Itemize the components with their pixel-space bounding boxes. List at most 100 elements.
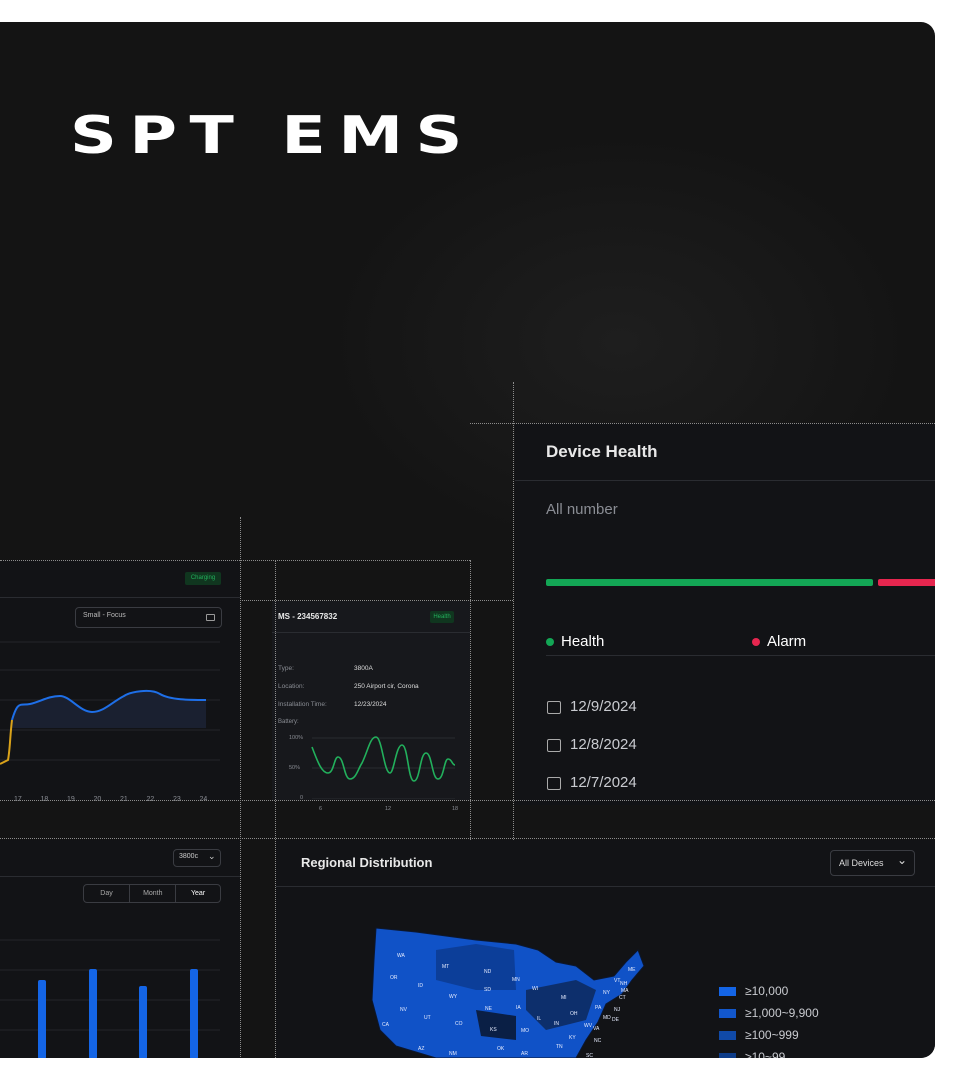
state-label: NH xyxy=(620,981,628,987)
x-tick-label: 21 xyxy=(120,796,128,803)
x-tick-label: 18 xyxy=(452,806,459,812)
device-id: MS - 234567832 xyxy=(278,612,338,621)
field-label: Location: xyxy=(278,683,305,690)
status-badge: Health xyxy=(430,611,454,623)
guide xyxy=(240,517,241,1057)
field-value: 3800A xyxy=(354,665,373,672)
state-label: MO xyxy=(521,1028,530,1034)
state-label: CA xyxy=(382,1022,389,1028)
energy-chart xyxy=(0,939,220,1058)
guide xyxy=(470,423,935,424)
field-label: Installation Time: xyxy=(278,701,327,708)
state-label: MT xyxy=(442,964,450,970)
state-label: OH xyxy=(570,1011,578,1017)
x-tick-label: 23 xyxy=(173,796,181,803)
state-label: ND xyxy=(484,969,492,975)
logo: SPT EMS xyxy=(70,106,475,166)
device-card: MS - 234567832 Health Type: 3800A Location… xyxy=(272,601,470,812)
state-label: VT xyxy=(614,978,621,984)
us-map xyxy=(371,927,645,1058)
state-label: NV xyxy=(400,1007,407,1013)
x-tick-label: 6 xyxy=(319,806,323,812)
state-label: MI xyxy=(561,995,567,1001)
state-label: PA xyxy=(595,1005,602,1011)
state-label: IA xyxy=(516,1005,521,1011)
legend-label: ≥10,000 xyxy=(745,984,789,998)
state-label: NJ xyxy=(614,1007,621,1013)
state-label: WY xyxy=(449,994,458,1000)
calendar-icon xyxy=(547,739,561,752)
state-label: NM xyxy=(449,1051,457,1057)
x-tick-label: 18 xyxy=(40,796,49,803)
state-label: CO xyxy=(455,1021,463,1027)
legend-swatch xyxy=(719,1009,736,1018)
alarm-bar xyxy=(878,579,935,586)
guide xyxy=(275,560,276,1058)
state-label: MD xyxy=(603,1015,611,1021)
select-label: 3800c xyxy=(179,853,199,860)
guide xyxy=(470,560,471,840)
select[interactable]: 3800c ⌄ xyxy=(173,849,221,867)
date: 12/7/2024 xyxy=(570,774,637,791)
state-label: ID xyxy=(418,983,423,989)
legend-swatch xyxy=(719,1031,736,1040)
legend-dot xyxy=(752,638,760,646)
battery-chart xyxy=(311,736,456,799)
field-value: 12/23/2024 xyxy=(354,701,387,708)
calendar-icon xyxy=(547,777,561,790)
field-value: 250 Airport cir, Corona xyxy=(354,683,419,690)
battery-label: Battery: xyxy=(278,719,299,725)
select-label: All Devices xyxy=(839,858,884,868)
legend-swatch xyxy=(719,987,736,996)
state-label: WV xyxy=(584,1023,593,1029)
guide xyxy=(0,838,935,839)
date: 12/8/2024 xyxy=(570,736,637,753)
state-label: ME xyxy=(628,967,636,973)
state-label: AZ xyxy=(418,1046,425,1052)
power-chart xyxy=(0,641,220,765)
tab-group: Day Month Year xyxy=(83,884,221,903)
legend-swatch xyxy=(719,1053,736,1058)
guide xyxy=(240,600,513,601)
field-label: Type: xyxy=(278,665,294,672)
select-label: Small - Focus xyxy=(83,612,126,619)
state-label: MN xyxy=(512,977,520,983)
state-label: IN xyxy=(554,1021,559,1027)
y-tick-label: 50% xyxy=(289,765,301,771)
state-label: DE xyxy=(612,1017,619,1023)
chevron: ⌄ xyxy=(897,853,908,867)
x-tick-label: 20 xyxy=(93,796,102,803)
state-label: TN xyxy=(556,1044,563,1050)
x-tick-label: 12 xyxy=(385,806,392,812)
state-label: WI xyxy=(532,986,539,992)
panel-title: Regional Distribution xyxy=(301,855,433,870)
regional-panel: Regional Distribution All Devices ⌄ WA OR… xyxy=(276,840,935,1058)
state-label: SC xyxy=(586,1053,593,1058)
state-label: MA xyxy=(621,988,629,994)
chevron: ⌄ xyxy=(208,851,216,861)
tab[interactable]: Month xyxy=(129,885,175,902)
tab[interactable]: Day xyxy=(100,890,113,897)
state-label: NE xyxy=(485,1006,492,1012)
app-card: SPT EMS Charging Small - Focus 17 18 19 20 2… xyxy=(0,22,935,1058)
x-tick-label: 19 xyxy=(67,796,75,803)
legend-label: ≥1,000~9,900 xyxy=(745,1006,819,1020)
state-label: SD xyxy=(484,987,491,993)
legend-label: Alarm xyxy=(767,633,807,650)
legend-label: ≥100~999 xyxy=(745,1028,799,1042)
guide xyxy=(0,800,935,801)
select[interactable]: Small - Focus xyxy=(75,607,222,628)
state-label: KS xyxy=(490,1027,497,1033)
guide xyxy=(0,560,470,561)
status-badge: Charging xyxy=(185,572,221,585)
select[interactable]: All Devices ⌄ xyxy=(830,850,915,876)
state-label: VA xyxy=(593,1026,600,1032)
tab[interactable]: Year xyxy=(174,885,220,902)
y-tick-label: 0 xyxy=(300,795,304,801)
date: 12/9/2024 xyxy=(570,698,637,715)
guide xyxy=(513,382,514,840)
state-label: IL xyxy=(537,1016,542,1022)
power-panel: Charging Small - Focus 17 18 19 20 21 22 23 24 xyxy=(0,560,240,803)
state-label: UT xyxy=(424,1015,431,1021)
